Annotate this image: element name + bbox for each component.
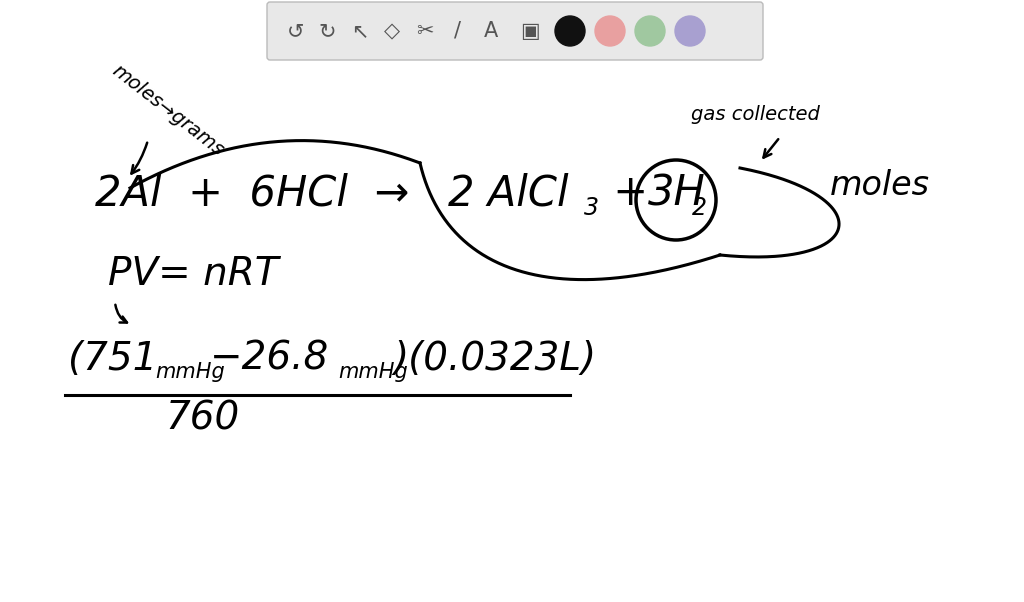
Text: ▣: ▣ — [520, 21, 540, 41]
Text: moles: moles — [830, 169, 930, 202]
Text: moles→grams: moles→grams — [109, 61, 227, 160]
Text: gas collected: gas collected — [690, 105, 819, 124]
FancyArrowPatch shape — [116, 305, 127, 323]
Text: ✂: ✂ — [416, 21, 434, 41]
Text: (751: (751 — [68, 340, 158, 378]
Circle shape — [675, 16, 705, 46]
Text: 3: 3 — [584, 196, 599, 220]
Text: PV= nRT: PV= nRT — [108, 255, 279, 293]
Text: 2Al  +  6HCl  →: 2Al + 6HCl → — [95, 172, 410, 214]
Text: /: / — [455, 21, 462, 41]
Text: 760: 760 — [165, 400, 240, 438]
Circle shape — [555, 16, 585, 46]
Text: )(0.0323L): )(0.0323L) — [393, 340, 596, 378]
FancyArrowPatch shape — [764, 139, 778, 158]
Text: ↖: ↖ — [351, 21, 369, 41]
Text: −26.8: −26.8 — [210, 340, 330, 378]
Text: A: A — [484, 21, 498, 41]
Text: 3H: 3H — [648, 172, 706, 214]
Circle shape — [635, 16, 665, 46]
Text: mmHg: mmHg — [155, 362, 224, 382]
Text: ◇: ◇ — [384, 21, 400, 41]
Text: mmHg: mmHg — [338, 362, 408, 382]
Text: 2: 2 — [692, 196, 707, 220]
Text: ↺: ↺ — [288, 21, 305, 41]
FancyBboxPatch shape — [267, 2, 763, 60]
Text: +: + — [600, 172, 662, 214]
FancyArrowPatch shape — [131, 143, 147, 173]
Text: 2 AlCl: 2 AlCl — [449, 172, 568, 214]
Text: ↻: ↻ — [318, 21, 336, 41]
Circle shape — [595, 16, 625, 46]
